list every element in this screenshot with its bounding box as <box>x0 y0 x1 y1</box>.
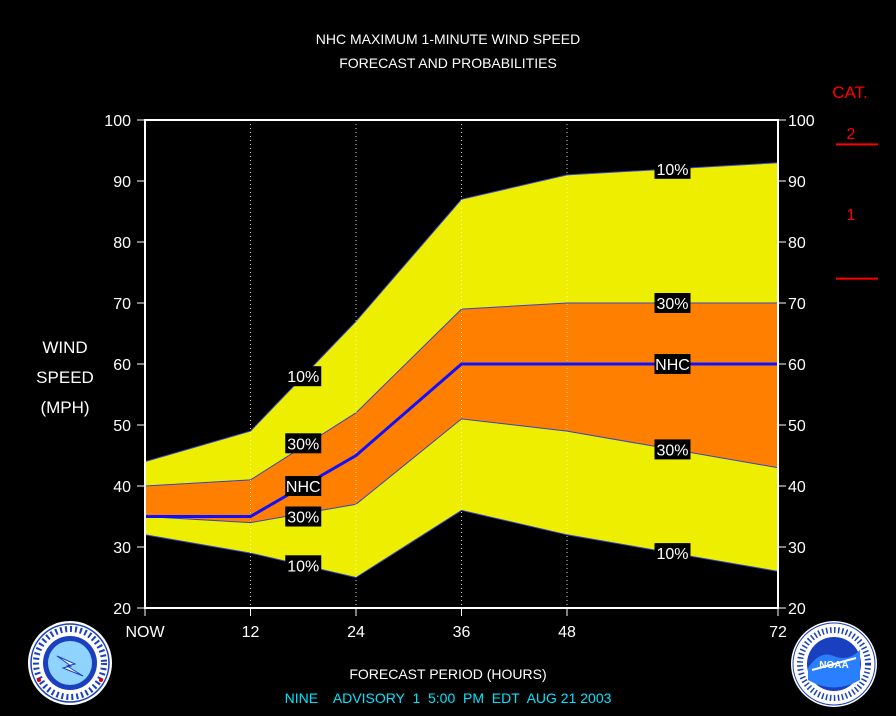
y-tick-label-left: 60 <box>113 357 131 374</box>
y-tick-label-right: 60 <box>788 357 806 374</box>
x-tick-label: 48 <box>558 624 576 641</box>
series-line-nhc <box>145 362 778 518</box>
nws-logo <box>28 621 112 705</box>
y-tick-label-left: 30 <box>113 540 131 557</box>
x-tick-label: 36 <box>453 624 471 641</box>
annotation-box <box>654 354 691 374</box>
y-axis-label-line2: SPEED <box>36 368 94 387</box>
y-tick-label-right: 30 <box>788 540 806 557</box>
y-tick-label-right: 40 <box>788 479 806 496</box>
annotation-box <box>285 476 322 496</box>
y-tick-label-right: 80 <box>788 235 806 252</box>
annotation-box <box>654 439 691 460</box>
y-tick-label-left: 40 <box>113 479 131 496</box>
annotation-box <box>654 158 691 179</box>
series-line-lower-10 <box>144 509 779 579</box>
annotation-text: NHC <box>286 479 321 496</box>
category-label: 2 <box>847 126 856 143</box>
annotation-label: 30% <box>285 433 322 454</box>
y-tick-label-right: 90 <box>788 174 806 191</box>
advisory-text: NINE ADVISORY 1 5:00 PM EDT AUG 21 2003 <box>284 690 612 706</box>
y-tick-label-right: 20 <box>788 601 806 618</box>
annotation-label: 10% <box>654 158 691 179</box>
y-axis-label-line1: WIND <box>42 338 88 357</box>
annotation-box <box>285 433 322 454</box>
annotation-text: 10% <box>656 546 688 563</box>
annotation-label: NHC <box>285 476 322 496</box>
annotation-label: 10% <box>285 555 322 576</box>
annotation-label: 30% <box>654 293 691 313</box>
y-tick-label-left: 50 <box>113 418 131 435</box>
category-header: CAT. <box>832 83 868 102</box>
y-tick-label-right: 70 <box>788 296 806 313</box>
annotation-box <box>285 366 322 387</box>
annotation-box <box>285 506 322 527</box>
x-tick-label: NOW <box>125 624 165 641</box>
series-line-upper-10 <box>144 162 779 463</box>
y-tick-label-right: 50 <box>788 418 806 435</box>
series-line-lower-30 <box>144 418 779 524</box>
annotation-text: 10% <box>287 558 319 575</box>
y-tick-label-left: 90 <box>113 174 131 191</box>
x-tick-label: 24 <box>347 624 365 641</box>
noaa-logo: NOAA <box>791 621 877 707</box>
annotation-text: 30% <box>287 510 319 527</box>
annotation-box <box>285 555 322 576</box>
annotation-text: 30% <box>287 436 319 453</box>
annotation-label: 30% <box>285 506 322 527</box>
annotation-label: 10% <box>654 543 691 564</box>
y-axis-label: WIND SPEED (MPH) <box>20 333 110 423</box>
y-tick-label-left: 80 <box>113 235 131 252</box>
annotation-text: 10% <box>287 369 319 386</box>
annotation-box <box>654 543 691 564</box>
x-tick-label: 12 <box>242 624 260 641</box>
annotation-text: NHC <box>655 357 690 374</box>
y-tick-label-left: 100 <box>104 113 131 130</box>
y-axis-label-line3: (MPH) <box>40 398 90 417</box>
annotation-text: 30% <box>656 296 688 313</box>
annotation-label: NHC <box>654 354 691 374</box>
annotation-text: 30% <box>656 442 688 459</box>
category-label: 1 <box>847 207 856 224</box>
noaa-logo-text: NOAA <box>819 660 848 671</box>
annotation-text: 10% <box>656 162 688 179</box>
y-tick-label-left: 20 <box>113 601 131 618</box>
chart-title-line1: NHC MAXIMUM 1-MINUTE WIND SPEED <box>315 31 581 47</box>
y-tick-label-left: 70 <box>113 296 131 313</box>
x-tick-label: 72 <box>769 624 787 641</box>
annotation-box <box>654 293 691 313</box>
series-line-upper-30 <box>144 302 778 487</box>
chart-title-line2: FORECAST AND PROBABILITIES <box>339 55 557 71</box>
annotation-label: 10% <box>285 366 322 387</box>
annotation-label: 30% <box>654 439 691 460</box>
x-axis-label: FORECAST PERIOD (HOURS) <box>349 666 547 682</box>
y-tick-label-right: 100 <box>788 113 815 130</box>
